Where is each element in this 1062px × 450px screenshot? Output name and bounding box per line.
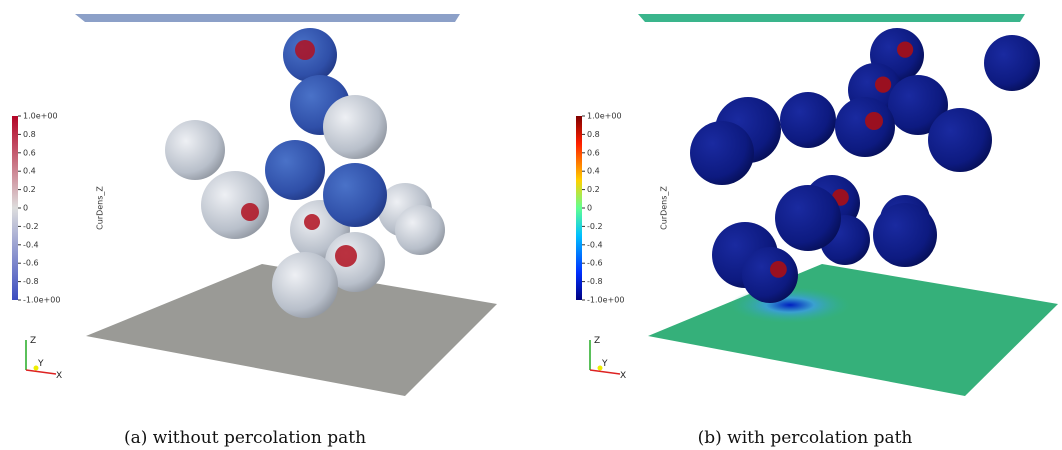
colorbar-label: 0 [587, 204, 592, 213]
sphere [165, 120, 225, 180]
colorbar-label: -1.0e+00 [587, 296, 624, 305]
sphere [928, 108, 992, 172]
colorbar-title: CurDens_Z [96, 186, 105, 230]
red-patch [865, 112, 883, 130]
red-patch [335, 245, 357, 267]
axis-label: Z [594, 336, 600, 346]
colorbar-label: -0.8 [587, 277, 603, 286]
red-patch [897, 42, 913, 58]
red-patch [304, 214, 320, 230]
sphere [873, 203, 937, 267]
colorbar-label: 0.8 [23, 130, 36, 139]
sphere [395, 205, 445, 255]
sphere [835, 97, 895, 157]
colorbar-label: 0 [23, 204, 28, 213]
axis-label: Z [30, 336, 36, 346]
colorbar-label: 0.6 [587, 148, 600, 157]
colorbar-label: -1.0e+00 [23, 296, 60, 305]
colorbar-label: 0.2 [587, 185, 600, 194]
red-patch [241, 203, 259, 221]
sphere [984, 35, 1040, 91]
axis-x [590, 370, 620, 374]
red-patch [295, 40, 315, 60]
colorbar-label: 0.8 [587, 130, 600, 139]
axis-label: Y [601, 359, 608, 369]
sphere [323, 95, 387, 159]
sphere [690, 121, 754, 185]
figure: 1.0e+00 0.8 0.6 0.4 0.2 0 -0.2 -0.4 -0.6 -0.8 -1.0… [0, 0, 1062, 450]
colorbar-title: CurDens_Z [660, 186, 669, 230]
sphere [272, 252, 338, 318]
colorbar-label: -0.6 [23, 259, 39, 268]
colorbar-label: -0.8 [23, 277, 39, 286]
sphere [742, 247, 798, 303]
colorbar-label: -0.2 [23, 222, 39, 231]
axis-x [26, 370, 56, 374]
colorbar-label: 0.2 [23, 185, 36, 194]
sphere [323, 163, 387, 227]
colorbar [576, 116, 582, 300]
bottom-plate [648, 264, 1058, 396]
colorbar-label: 0.4 [587, 167, 600, 176]
colorbar-label: 0.4 [23, 167, 36, 176]
colorbar-label: -0.4 [23, 240, 39, 249]
sphere [780, 92, 836, 148]
colorbar-label: 0.6 [23, 148, 36, 157]
axis-label: X [620, 371, 626, 381]
top-plate [75, 14, 460, 22]
sphere [265, 140, 325, 200]
colorbar [12, 116, 18, 300]
sphere [201, 171, 269, 239]
sphere [775, 185, 841, 251]
caption: (a) without percolation path [124, 428, 366, 448]
colorbar-label: 1.0e+00 [23, 112, 58, 121]
axis-label: Y [37, 359, 44, 369]
red-patch [875, 77, 891, 93]
red-patch [770, 261, 787, 278]
top-plate [638, 14, 1025, 22]
caption: (b) with percolation path [698, 428, 913, 448]
colorbar-label: -0.2 [587, 222, 603, 231]
colorbar-label: 1.0e+00 [587, 112, 622, 121]
colorbar-label: -0.4 [587, 240, 603, 249]
colorbar-label: -0.6 [587, 259, 603, 268]
axis-label: X [56, 371, 62, 381]
